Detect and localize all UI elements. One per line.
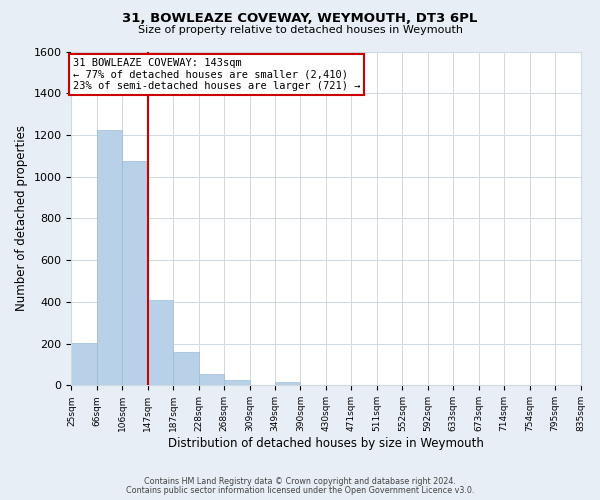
Text: 31 BOWLEAZE COVEWAY: 143sqm
← 77% of detached houses are smaller (2,410)
23% of : 31 BOWLEAZE COVEWAY: 143sqm ← 77% of det… bbox=[73, 58, 360, 91]
Text: Contains public sector information licensed under the Open Government Licence v3: Contains public sector information licen… bbox=[126, 486, 474, 495]
Y-axis label: Number of detached properties: Number of detached properties bbox=[15, 126, 28, 312]
X-axis label: Distribution of detached houses by size in Weymouth: Distribution of detached houses by size … bbox=[168, 437, 484, 450]
Bar bbox=[97, 130, 122, 386]
Bar bbox=[122, 161, 148, 386]
Text: Contains HM Land Registry data © Crown copyright and database right 2024.: Contains HM Land Registry data © Crown c… bbox=[144, 477, 456, 486]
Text: 31, BOWLEAZE COVEWAY, WEYMOUTH, DT3 6PL: 31, BOWLEAZE COVEWAY, WEYMOUTH, DT3 6PL bbox=[122, 12, 478, 26]
Bar bbox=[275, 382, 301, 386]
Bar bbox=[199, 374, 224, 386]
Bar bbox=[148, 300, 173, 386]
Bar bbox=[71, 342, 97, 386]
Bar bbox=[224, 380, 250, 386]
Text: Size of property relative to detached houses in Weymouth: Size of property relative to detached ho… bbox=[137, 25, 463, 35]
Bar bbox=[173, 352, 199, 386]
